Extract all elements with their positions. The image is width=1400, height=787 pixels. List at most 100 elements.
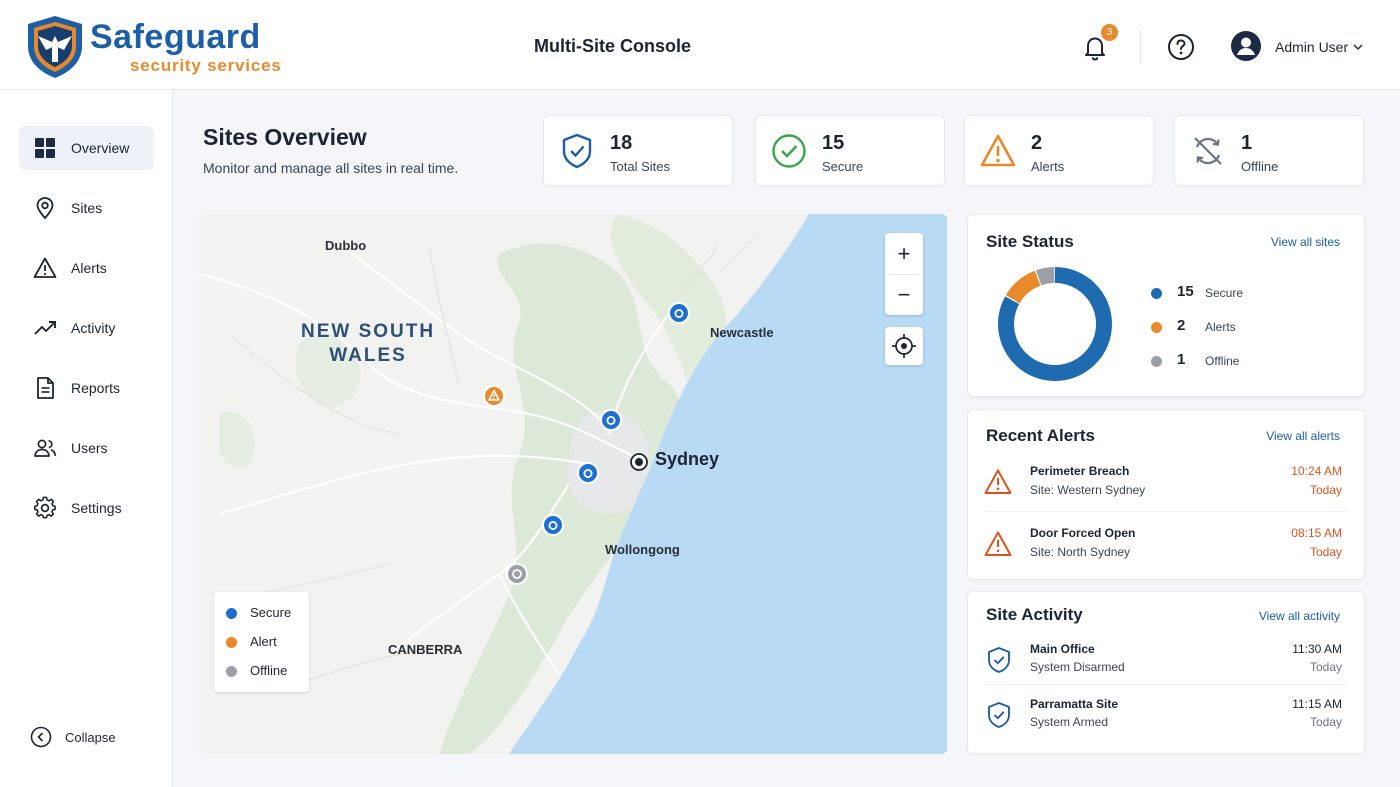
site-marker-secure[interactable] — [600, 409, 622, 431]
brand-logo[interactable]: Safeguard security services — [24, 14, 284, 80]
stat-label: Offline — [1241, 159, 1279, 174]
stat-value: 2 — [1031, 132, 1043, 154]
alert-site: Site: Western Sydney — [1030, 483, 1146, 497]
site-status-panel: Site Status View all sites 15 Secure 2 A… — [967, 214, 1365, 397]
user-avatar[interactable] — [1230, 30, 1262, 62]
stat-card-total-sites[interactable]: 18 Total Sites — [543, 115, 733, 186]
stat-value: 18 — [610, 132, 633, 154]
help-button[interactable] — [1167, 33, 1195, 61]
stat-value: 15 — [822, 132, 845, 154]
brand-name: Safeguard — [90, 18, 261, 56]
grid-icon — [35, 138, 55, 158]
map-label-region: NEW SOUTH WALES — [301, 321, 436, 366]
stat-label: Secure — [822, 159, 864, 174]
header-divider — [1140, 30, 1141, 64]
panel-title: Site Status — [986, 232, 1074, 251]
legend-label: Secure — [250, 605, 292, 620]
sidebar-item-reports[interactable]: Reports — [19, 366, 154, 410]
legend-dot-secure — [226, 608, 237, 619]
map-label-dubbo: Dubbo — [325, 238, 367, 253]
map-legend: Secure Alert Offline — [214, 592, 309, 692]
alert-site: Site: North Sydney — [1030, 545, 1131, 559]
legend-dot-alert — [226, 637, 237, 648]
top-header: Safeguard security services Multi-Site C… — [0, 0, 1400, 90]
activity-site: Parramatta Site — [1030, 697, 1119, 711]
shield-check-icon — [562, 133, 592, 169]
panel-title: Recent Alerts — [986, 426, 1095, 445]
site-status-donut-chart — [998, 267, 1112, 381]
alert-item[interactable]: Door Forced Open Site: North Sydney 08:1… — [968, 518, 1366, 580]
zoom-out-button[interactable]: − — [897, 282, 911, 307]
alert-time: 08:15 AM — [1291, 526, 1342, 540]
view-all-alerts-link[interactable]: View all alerts — [1266, 429, 1340, 443]
view-all-sites-link[interactable]: View all sites — [1270, 235, 1340, 249]
bell-icon — [1085, 37, 1105, 61]
alert-day: Today — [1309, 483, 1342, 497]
sites-map[interactable]: Dubbo NEW SOUTH WALES Newcastle Sydney W… — [199, 214, 947, 754]
alert-title: Perimeter Breach — [1030, 464, 1130, 478]
stat-value: 1 — [1241, 132, 1253, 154]
sidebar-item-label: Alerts — [71, 260, 107, 276]
status-count: 1 — [1177, 351, 1186, 368]
site-marker-secure[interactable] — [542, 514, 564, 536]
notification-badge: 3 — [1101, 24, 1118, 41]
alert-day: Today — [1309, 545, 1342, 559]
offline-sync-icon — [1194, 137, 1222, 165]
status-dot — [1151, 288, 1162, 299]
alert-item[interactable]: Perimeter Breach Site: Western Sydney 10… — [968, 456, 1366, 518]
warning-icon — [984, 469, 1012, 494]
status-dot — [1151, 322, 1162, 333]
status-label: Secure — [1205, 286, 1244, 300]
shield-check-icon — [988, 647, 1010, 673]
sidebar-item-overview[interactable]: Overview — [19, 126, 154, 170]
collapse-label: Collapse — [65, 730, 116, 745]
map-label-newcastle: Newcastle — [710, 325, 774, 340]
site-marker-secure[interactable] — [577, 462, 599, 484]
row-divider — [986, 684, 1348, 685]
activity-time: 11:30 AM — [1292, 642, 1342, 656]
activity-day: Today — [1309, 660, 1342, 674]
shield-logo-icon — [28, 16, 82, 78]
locate-button[interactable] — [885, 327, 923, 365]
warning-icon — [984, 531, 1012, 556]
activity-item[interactable]: Main Office System Disarmed 11:30 AM Tod… — [968, 636, 1366, 686]
activity-item[interactable]: Parramatta Site System Armed 11:15 AM To… — [968, 691, 1366, 741]
sidebar-item-users[interactable]: Users — [19, 426, 154, 470]
users-icon — [34, 439, 57, 457]
status-dot — [1151, 356, 1162, 367]
page-subtitle: Monitor and manage all sites in real tim… — [203, 160, 459, 176]
sidebar-item-label: Overview — [71, 140, 130, 156]
sidebar-item-activity[interactable]: Activity — [19, 306, 154, 350]
stat-card-alerts[interactable]: 2 Alerts — [964, 115, 1154, 186]
zoom-in-button[interactable]: + — [897, 241, 911, 266]
sidebar-item-alerts[interactable]: Alerts — [19, 246, 154, 290]
view-all-activity-link[interactable]: View all activity — [1258, 609, 1340, 623]
sidebar-item-label: Activity — [71, 320, 116, 336]
legend-label: Alert — [250, 634, 277, 649]
sidebar-item-label: Settings — [71, 500, 122, 516]
user-menu-toggle[interactable] — [1352, 40, 1364, 52]
sidebar-item-sites[interactable]: Sites — [19, 186, 154, 230]
activity-time: 11:15 AM — [1292, 697, 1342, 711]
page-title: Sites Overview — [203, 124, 367, 150]
activity-site: Main Office — [1030, 642, 1095, 656]
stat-card-secure[interactable]: 15 Secure — [755, 115, 945, 186]
sidebar-item-settings[interactable]: Settings — [19, 486, 154, 530]
site-marker-secure[interactable] — [668, 302, 690, 324]
user-avatar-icon — [1231, 31, 1261, 61]
notifications-button[interactable] — [1080, 32, 1110, 62]
user-menu-name[interactable]: Admin User — [1275, 39, 1349, 55]
panel-title: Site Activity — [986, 605, 1083, 624]
site-marker-offline[interactable] — [506, 563, 528, 585]
site-marker-alert[interactable] — [483, 385, 505, 407]
stat-card-offline[interactable]: 1 Offline — [1174, 115, 1364, 186]
console-title: Multi-Site Console — [534, 36, 691, 56]
map-label-wollongong: Wollongong — [605, 542, 680, 557]
map-label-sydney: Sydney — [655, 449, 720, 469]
collapse-sidebar-button[interactable]: Collapse — [30, 724, 150, 750]
site-activity-panel: Site Activity View all activity Main Off… — [967, 591, 1365, 754]
warning-icon — [980, 134, 1016, 167]
row-divider — [986, 511, 1348, 512]
status-count: 2 — [1177, 317, 1186, 334]
stat-label: Total Sites — [610, 159, 670, 174]
